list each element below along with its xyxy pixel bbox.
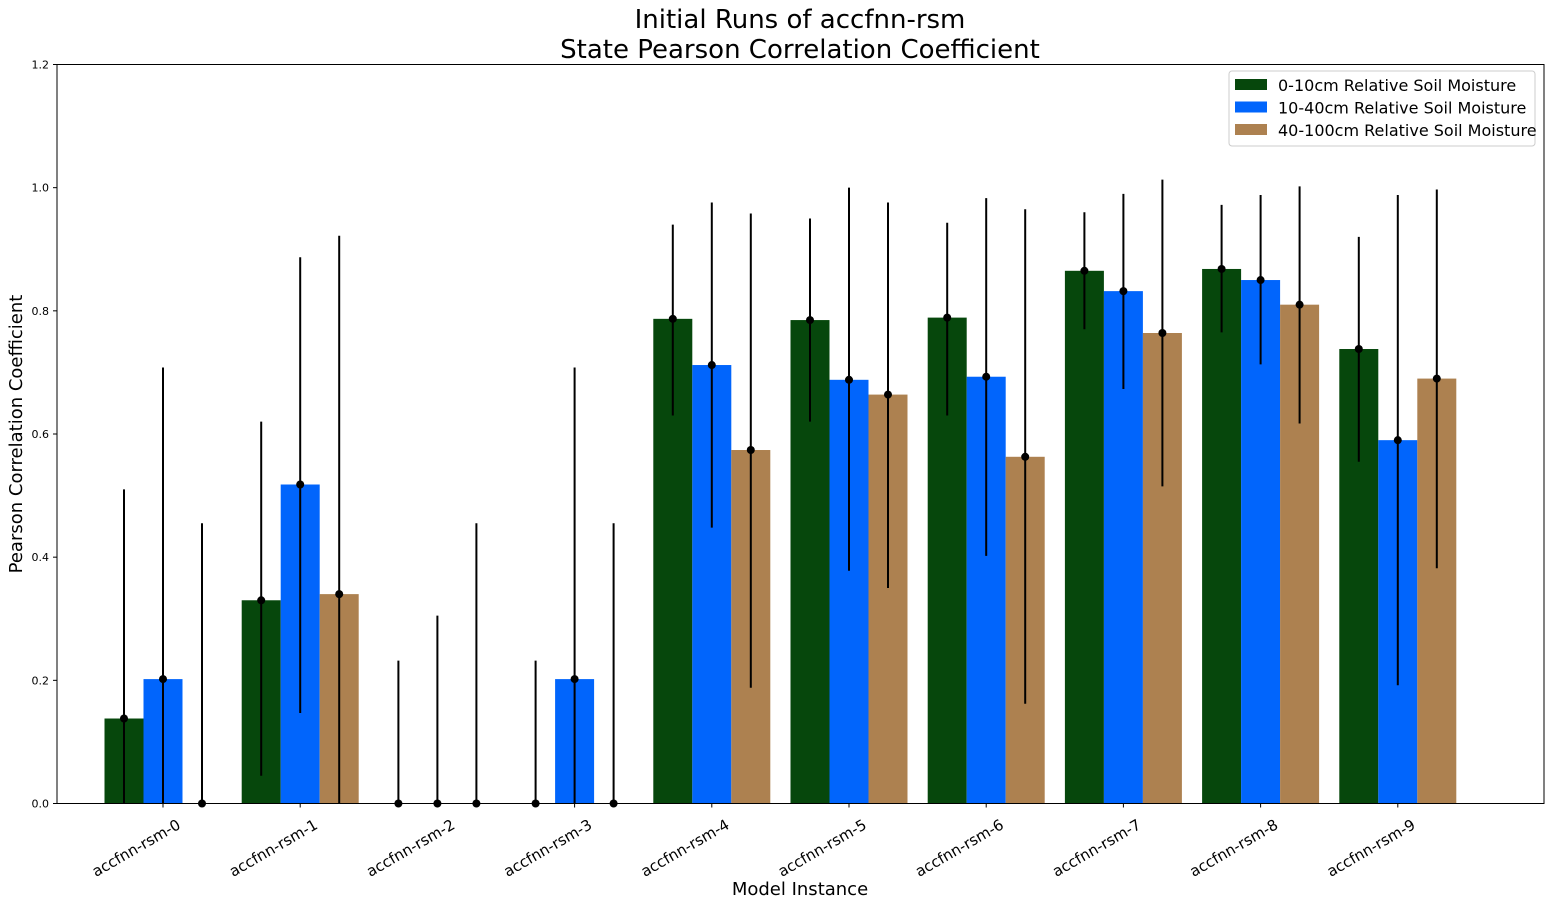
mean-marker-accfnn-rsm-7-40-100cm: [1158, 329, 1167, 337]
legend-label-10-40cm: 10-40cm Relative Soil Moisture: [1278, 99, 1526, 118]
mean-marker-accfnn-rsm-9-0-10cm: [1354, 345, 1363, 354]
mean-marker-accfnn-rsm-4-10-40cm: [707, 361, 716, 370]
x-tick-label: accfnn-rsm-8: [1187, 816, 1282, 881]
legend-swatch-40-100cm: [1235, 124, 1267, 135]
mean-marker-accfnn-rsm-5-40-100cm: [884, 390, 892, 399]
y-tick-label: 0.0: [32, 798, 50, 811]
x-tick-label: accfnn-rsm-3: [501, 816, 596, 881]
bar-accfnn-rsm-7-0-10cm: [1064, 270, 1104, 804]
mean-marker-accfnn-rsm-7-10-40cm: [1119, 287, 1128, 296]
mean-marker-accfnn-rsm-6-10-40cm: [982, 372, 991, 381]
mean-marker-accfnn-rsm-1-0-10cm: [257, 596, 266, 605]
mean-marker-accfnn-rsm-1-40-100cm: [335, 590, 344, 599]
mean-marker-accfnn-rsm-3-10-40cm: [570, 675, 579, 684]
mean-marker-accfnn-rsm-5-10-40cm: [845, 375, 853, 384]
mean-marker-accfnn-rsm-0-10-40cm: [159, 675, 167, 684]
x-tick-label: accfnn-rsm-0: [89, 816, 184, 881]
y-tick-label: 0.2: [32, 674, 50, 687]
bar-accfnn-rsm-8-0-10cm: [1202, 268, 1242, 804]
x-tick-label: accfnn-rsm-2: [363, 816, 458, 881]
mean-marker-accfnn-rsm-6-40-100cm: [1021, 452, 1030, 461]
mean-marker-accfnn-rsm-8-40-100cm: [1295, 300, 1304, 309]
mean-marker-accfnn-rsm-4-0-10cm: [668, 314, 677, 323]
chart-subtitle: State Pearson Correlation Coefficient: [560, 35, 1040, 65]
legend: 0-10cm Relative Soil Moisture 10-40cm Re…: [1228, 70, 1537, 147]
bar-accfnn-rsm-8-10-40cm: [1241, 280, 1281, 804]
x-tick-label: accfnn-rsm-5: [775, 816, 870, 881]
mean-marker-accfnn-rsm-9-10-40cm: [1393, 436, 1402, 445]
x-axis-label: Model Instance: [732, 879, 868, 900]
chart-title: Initial Runs of accfnn-rsm: [635, 5, 966, 35]
x-tick-label: accfnn-rsm-1: [226, 816, 321, 881]
mean-marker-accfnn-rsm-1-10-40cm: [296, 480, 305, 489]
y-tick-label: 0.4: [32, 551, 50, 564]
legend-swatch-0-10cm: [1235, 79, 1267, 90]
y-tick-label: 0.8: [32, 305, 50, 318]
legend-label-40-100cm: 40-100cm Relative Soil Moisture: [1278, 121, 1537, 140]
mean-marker-accfnn-rsm-6-0-10cm: [943, 313, 952, 322]
mean-marker-accfnn-rsm-5-0-10cm: [806, 316, 814, 325]
mean-marker-accfnn-rsm-9-40-100cm: [1432, 374, 1441, 383]
y-tick-label: 1.0: [32, 182, 50, 195]
y-tick-label: 1.2: [32, 59, 50, 72]
x-tick-label: accfnn-rsm-7: [1049, 816, 1144, 881]
x-tick-label: accfnn-rsm-9: [1324, 816, 1419, 881]
mean-marker-accfnn-rsm-8-10-40cm: [1256, 276, 1265, 285]
mean-marker-accfnn-rsm-4-40-100cm: [746, 446, 755, 455]
y-axis: 0.0 0.2 0.4 0.6 0.8 1.0 1.2: [32, 59, 57, 811]
mean-marker-accfnn-rsm-8-0-10cm: [1217, 264, 1226, 273]
x-tick-label: accfnn-rsm-6: [912, 816, 1007, 881]
legend-label-0-10cm: 0-10cm Relative Soil Moisture: [1278, 76, 1516, 95]
legend-swatch-10-40cm: [1235, 101, 1267, 113]
mean-marker-accfnn-rsm-7-0-10cm: [1080, 266, 1089, 275]
legend-frame: [1228, 70, 1536, 147]
y-tick-label: 0.6: [32, 428, 50, 441]
x-tick-label: accfnn-rsm-4: [638, 816, 733, 881]
mean-marker-accfnn-rsm-0-0-10cm: [120, 714, 128, 723]
x-axis: accfnn-rsm-0 accfnn-rsm-1 accfnn-rsm-2 accf…: [89, 803, 1419, 881]
bars-layer: [104, 268, 1457, 804]
y-axis-label: Pearson Correlation Coefficient: [6, 295, 27, 574]
error-bars-layer: [120, 179, 1441, 808]
